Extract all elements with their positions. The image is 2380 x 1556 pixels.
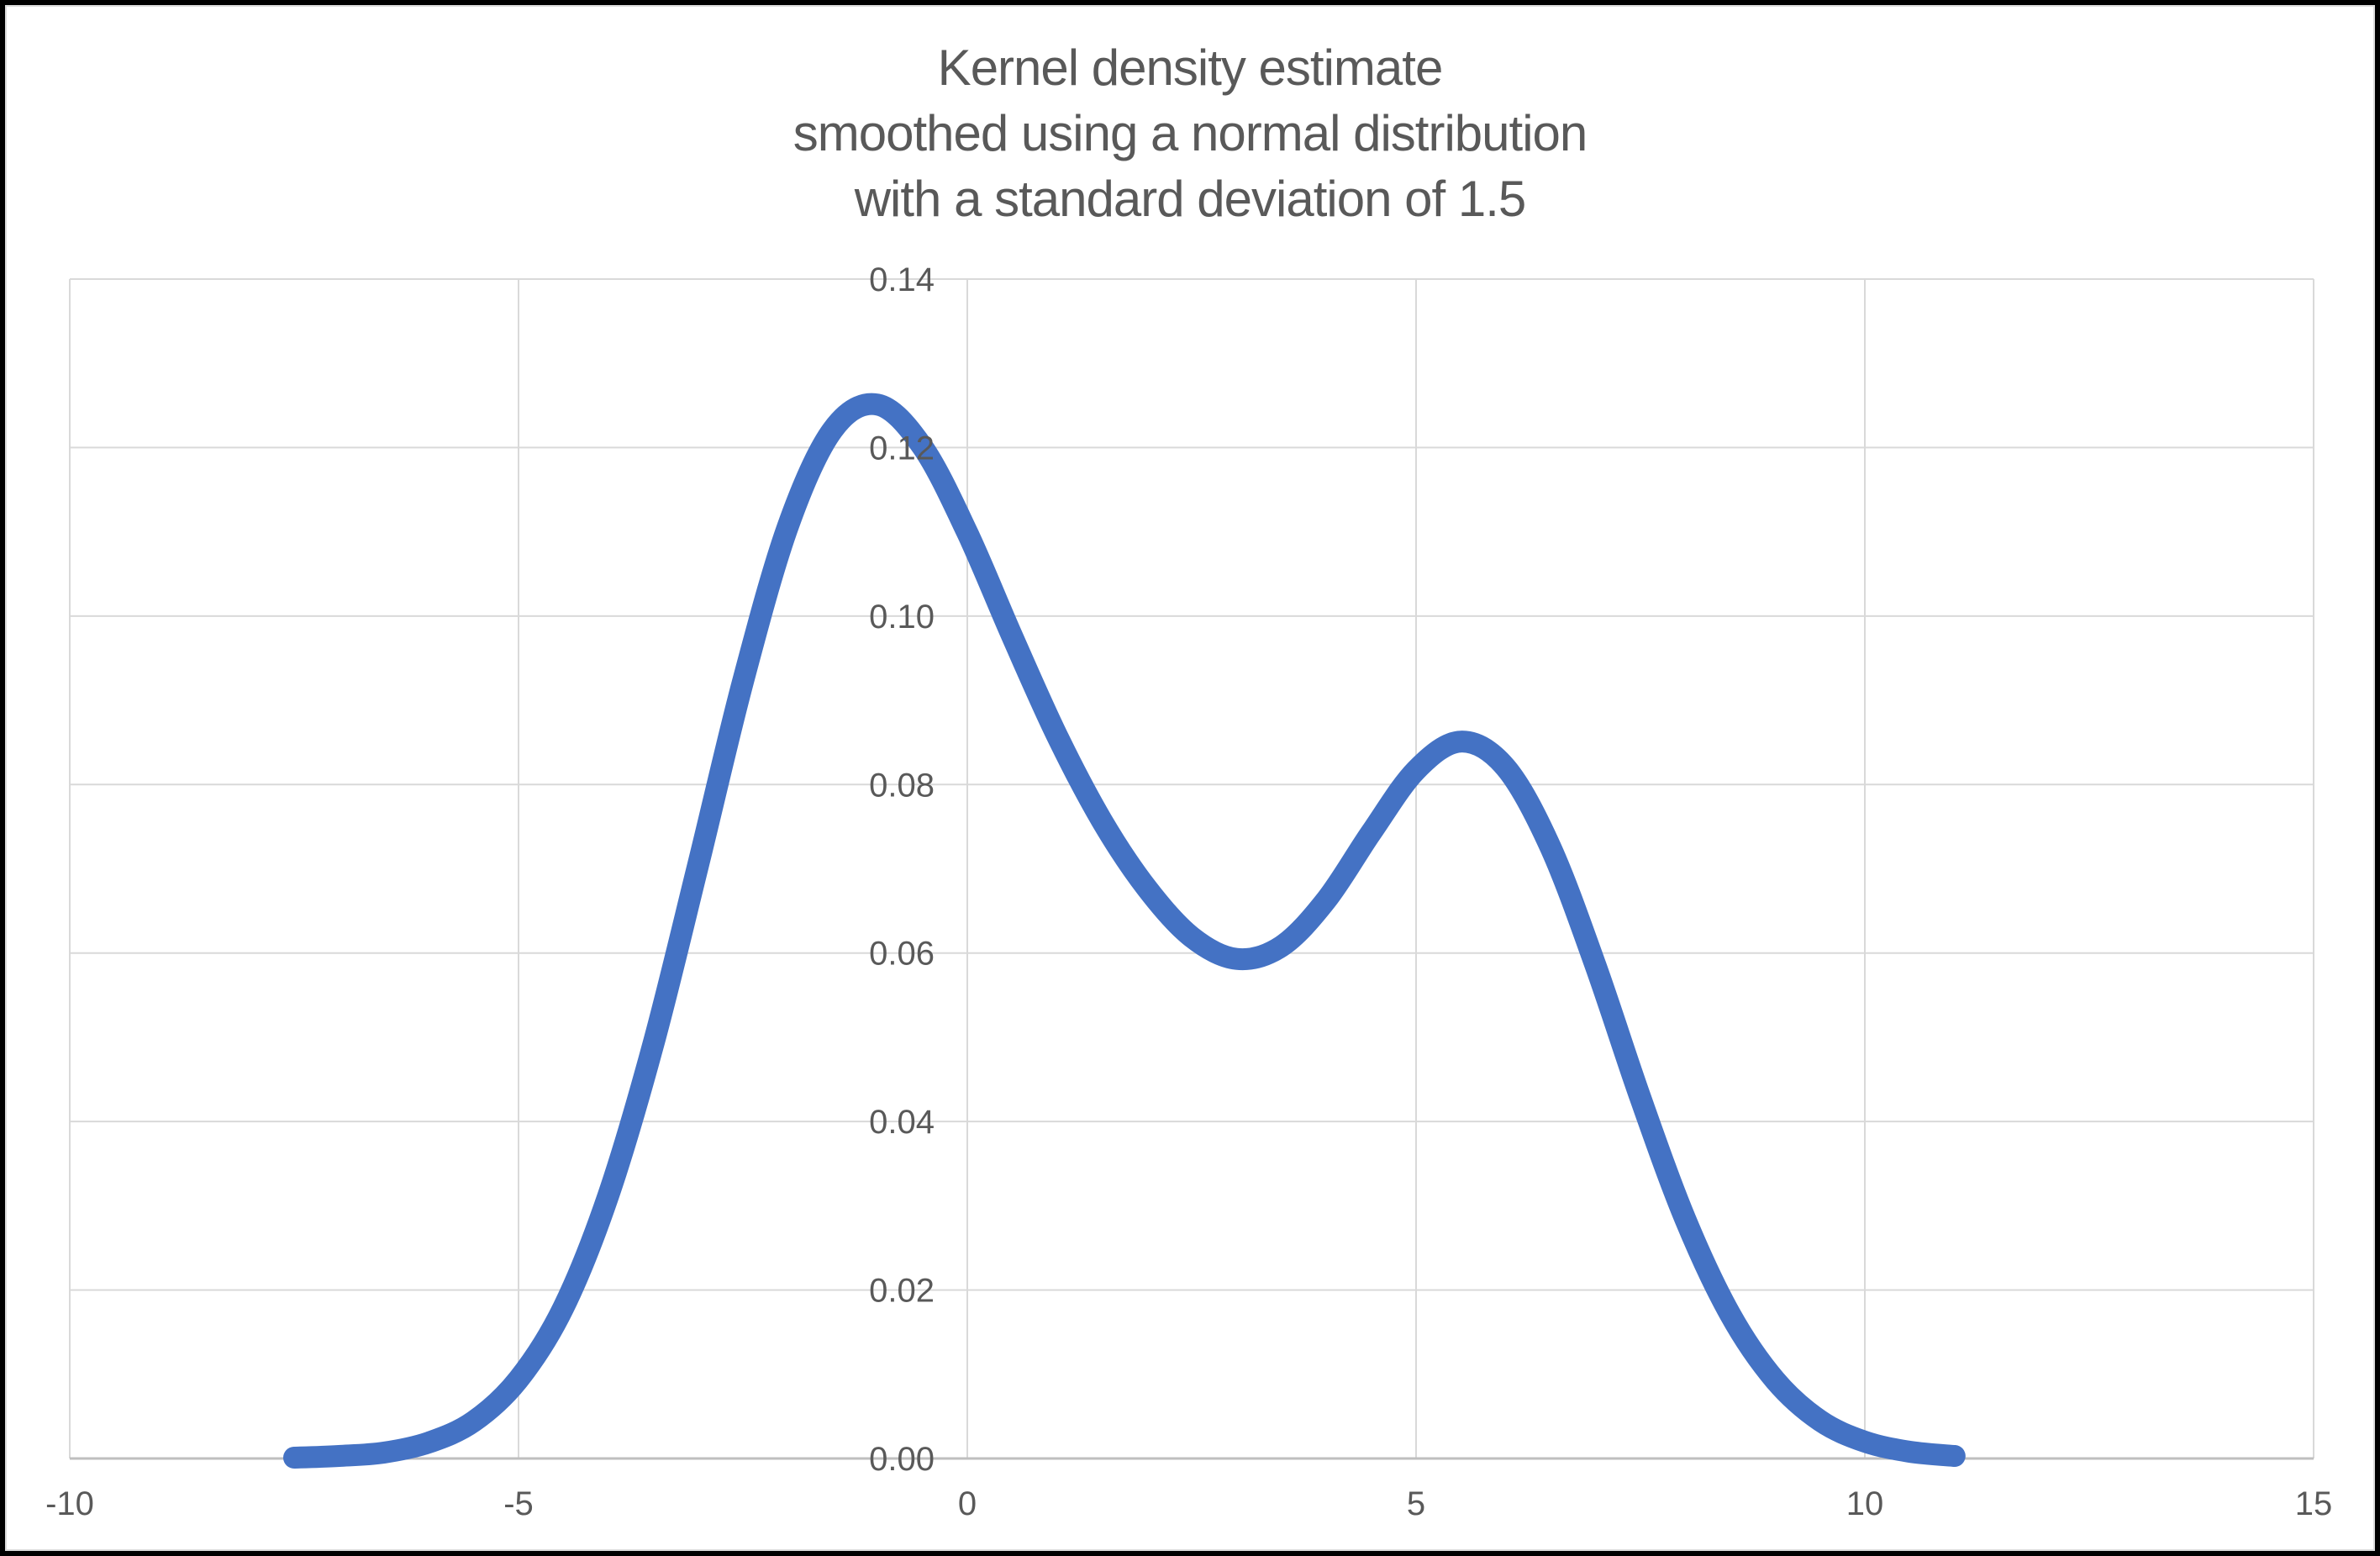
x-tick-label: 5: [1407, 1485, 1425, 1522]
y-tick-label: 0.06: [869, 936, 935, 973]
vertical-gridlines: [69, 279, 2314, 1458]
chart-title-line-2: smoothed using a normal distribution: [792, 105, 1588, 161]
y-tick-label: 0.14: [869, 261, 935, 298]
chart-title-line-3: with a standard deviation of 1.5: [854, 171, 1527, 227]
y-tick-label: 0.08: [869, 767, 935, 804]
chart-title: Kernel density estimate smoothed using a…: [0, 35, 2380, 232]
x-tick-labels: -10 -5 0 5 10 15: [45, 1485, 2332, 1522]
y-tick-label: 0.02: [869, 1273, 935, 1310]
x-tick-label: -10: [45, 1485, 94, 1522]
y-tick-labels: 0.00 0.02 0.04 0.06 0.08 0.10 0.12 0.14: [869, 261, 935, 1478]
y-tick-label: 0.12: [869, 430, 935, 467]
y-tick-label: 0.00: [869, 1441, 935, 1478]
x-tick-label: 0: [958, 1485, 977, 1522]
y-tick-label: 0.04: [869, 1104, 935, 1141]
kde-curve: [283, 393, 1966, 1469]
x-tick-label: 15: [2295, 1485, 2333, 1522]
horizontal-gridlines: [70, 278, 2314, 1291]
y-tick-label: 0.10: [869, 599, 935, 636]
chart-title-line-1: Kernel density estimate: [937, 40, 1444, 96]
x-tick-label: 10: [1846, 1485, 1884, 1522]
x-tick-label: -5: [503, 1485, 534, 1522]
